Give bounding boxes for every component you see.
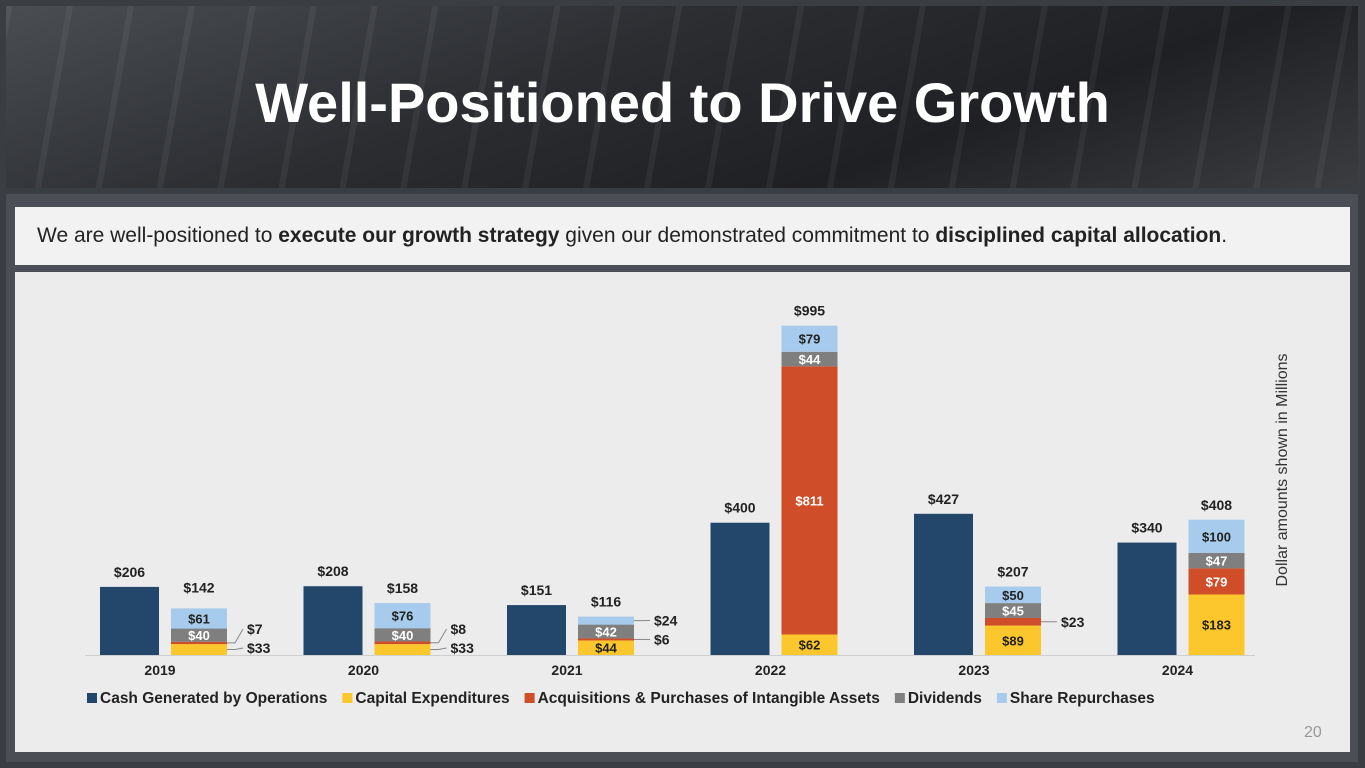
- bar-cash: [710, 522, 770, 655]
- data-label-segment: $40: [188, 628, 210, 643]
- subtitle-bold-2: disciplined capital allocation: [935, 224, 1222, 247]
- data-label-segment: $33: [247, 640, 271, 656]
- bar-capital-expenditures: [985, 625, 1041, 655]
- legend-item: Share Repurchases: [1010, 690, 1155, 707]
- legend-swatch: [894, 693, 905, 703]
- data-label-segment: $24: [654, 612, 678, 628]
- x-tick-label: 2023: [958, 662, 989, 678]
- leader-line: [227, 628, 244, 644]
- x-tick-label: 2024: [1162, 662, 1193, 678]
- data-label-segment: $61: [188, 611, 210, 626]
- bar-dividends: [171, 628, 227, 642]
- x-tick-label: 2022: [755, 662, 786, 678]
- data-label-segment: $79: [1206, 574, 1228, 589]
- chart-area: [15, 272, 1350, 752]
- legend-swatch: [87, 693, 97, 703]
- bar-share-repurchases: [985, 586, 1041, 604]
- data-label-segment: $62: [799, 638, 821, 653]
- data-label-cash: $206: [114, 564, 145, 580]
- data-label-segment: $76: [392, 609, 414, 624]
- subtitle: We are well-positioned to execute our gr…: [15, 207, 1350, 265]
- bar-acquisitions-purchases-of-intangible-assets: [781, 366, 838, 635]
- bar-acquisitions-purchases-of-intangible-assets: [985, 617, 1041, 626]
- subtitle-text: We are well-positioned to: [37, 224, 279, 247]
- data-label-segment: $811: [795, 493, 823, 508]
- data-label-cash: $400: [724, 500, 755, 516]
- leader-line: [430, 628, 447, 644]
- leader-line: [227, 647, 244, 651]
- bar-acquisitions-purchases-of-intangible-assets: [374, 641, 431, 645]
- leader-line: [430, 647, 447, 651]
- data-label-segment: $183: [1202, 618, 1231, 633]
- legend-item: Dividends: [908, 690, 982, 707]
- bar-share-repurchases: [374, 603, 431, 629]
- data-label-cash: $151: [521, 582, 552, 598]
- page-number: 20: [1304, 724, 1322, 741]
- data-label-segment: $7: [247, 621, 263, 637]
- data-label-segment: $89: [1002, 633, 1024, 648]
- x-tick-label: 2021: [551, 662, 582, 678]
- bar-dividends: [985, 603, 1041, 618]
- legend-swatch: [342, 693, 353, 703]
- legend-item: Acquisitions & Purchases of Intangible A…: [538, 690, 880, 707]
- data-label-segment: $44: [595, 641, 617, 656]
- x-tick-label: 2020: [348, 662, 379, 678]
- data-label-segment: $42: [595, 625, 617, 640]
- data-label-cash: $427: [928, 491, 959, 507]
- data-label-total: $142: [183, 579, 214, 595]
- bar-dividends: [1188, 552, 1245, 569]
- header-banner: [6, 6, 1358, 188]
- data-label-total: $207: [997, 564, 1028, 580]
- bar-capital-expenditures: [781, 634, 838, 655]
- legend-swatch: [524, 693, 535, 703]
- data-label-segment: $8: [451, 621, 467, 637]
- bar-share-repurchases: [1188, 519, 1245, 553]
- bar-dividends: [578, 624, 634, 639]
- bar-acquisitions-purchases-of-intangible-assets: [578, 638, 634, 641]
- x-tick-label: 2019: [144, 662, 175, 678]
- bar-capital-expenditures: [1188, 594, 1245, 655]
- data-label-segment: $47: [1206, 554, 1228, 569]
- data-label-segment: $45: [1002, 604, 1024, 619]
- bar-acquisitions-purchases-of-intangible-assets: [1188, 568, 1245, 595]
- subtitle-text: given our demonstrated commitment to: [559, 224, 936, 247]
- bar-share-repurchases: [781, 325, 838, 352]
- data-label-segment: $33: [451, 640, 475, 656]
- legend-item: Cash Generated by Operations: [100, 690, 327, 707]
- bar-cash: [914, 513, 973, 655]
- data-label-total: $995: [794, 303, 825, 319]
- page-title: Well-Positioned to Drive Growth: [255, 71, 1110, 134]
- bar-cash: [303, 586, 363, 655]
- data-label-cash: $340: [1131, 520, 1162, 536]
- bar-dividends: [374, 628, 431, 642]
- bar-cash: [1117, 542, 1177, 655]
- legend-swatch: [996, 693, 1007, 703]
- data-label-segment: $44: [799, 352, 821, 367]
- bar-cash: [507, 605, 566, 655]
- data-label-total: $158: [387, 580, 418, 596]
- bar-share-repurchases: [171, 608, 227, 629]
- data-label-total: $408: [1201, 497, 1232, 513]
- bar-capital-expenditures: [578, 640, 634, 655]
- bar-dividends: [781, 351, 838, 367]
- legend-item: Capital Expenditures: [355, 690, 509, 707]
- data-label-segment: $6: [654, 631, 670, 647]
- subtitle-text: .: [1221, 224, 1228, 247]
- data-label-cash: $208: [317, 563, 348, 579]
- data-label-segment: $50: [1002, 588, 1024, 603]
- data-label-segment: $100: [1202, 529, 1231, 544]
- data-label-segment: $79: [799, 332, 821, 347]
- data-label-segment: $23: [1061, 614, 1085, 630]
- bar-capital-expenditures: [171, 644, 227, 655]
- data-label-total: $116: [591, 594, 622, 610]
- y-axis-label: Dollar amounts shown in Millions: [1274, 353, 1291, 587]
- bar-acquisitions-purchases-of-intangible-assets: [171, 641, 227, 645]
- data-label-segment: $40: [392, 628, 414, 643]
- bar-capital-expenditures: [374, 644, 431, 655]
- subtitle-bold-1: execute our growth strategy: [278, 224, 560, 247]
- bar-cash: [100, 586, 159, 655]
- bar-share-repurchases: [578, 616, 634, 625]
